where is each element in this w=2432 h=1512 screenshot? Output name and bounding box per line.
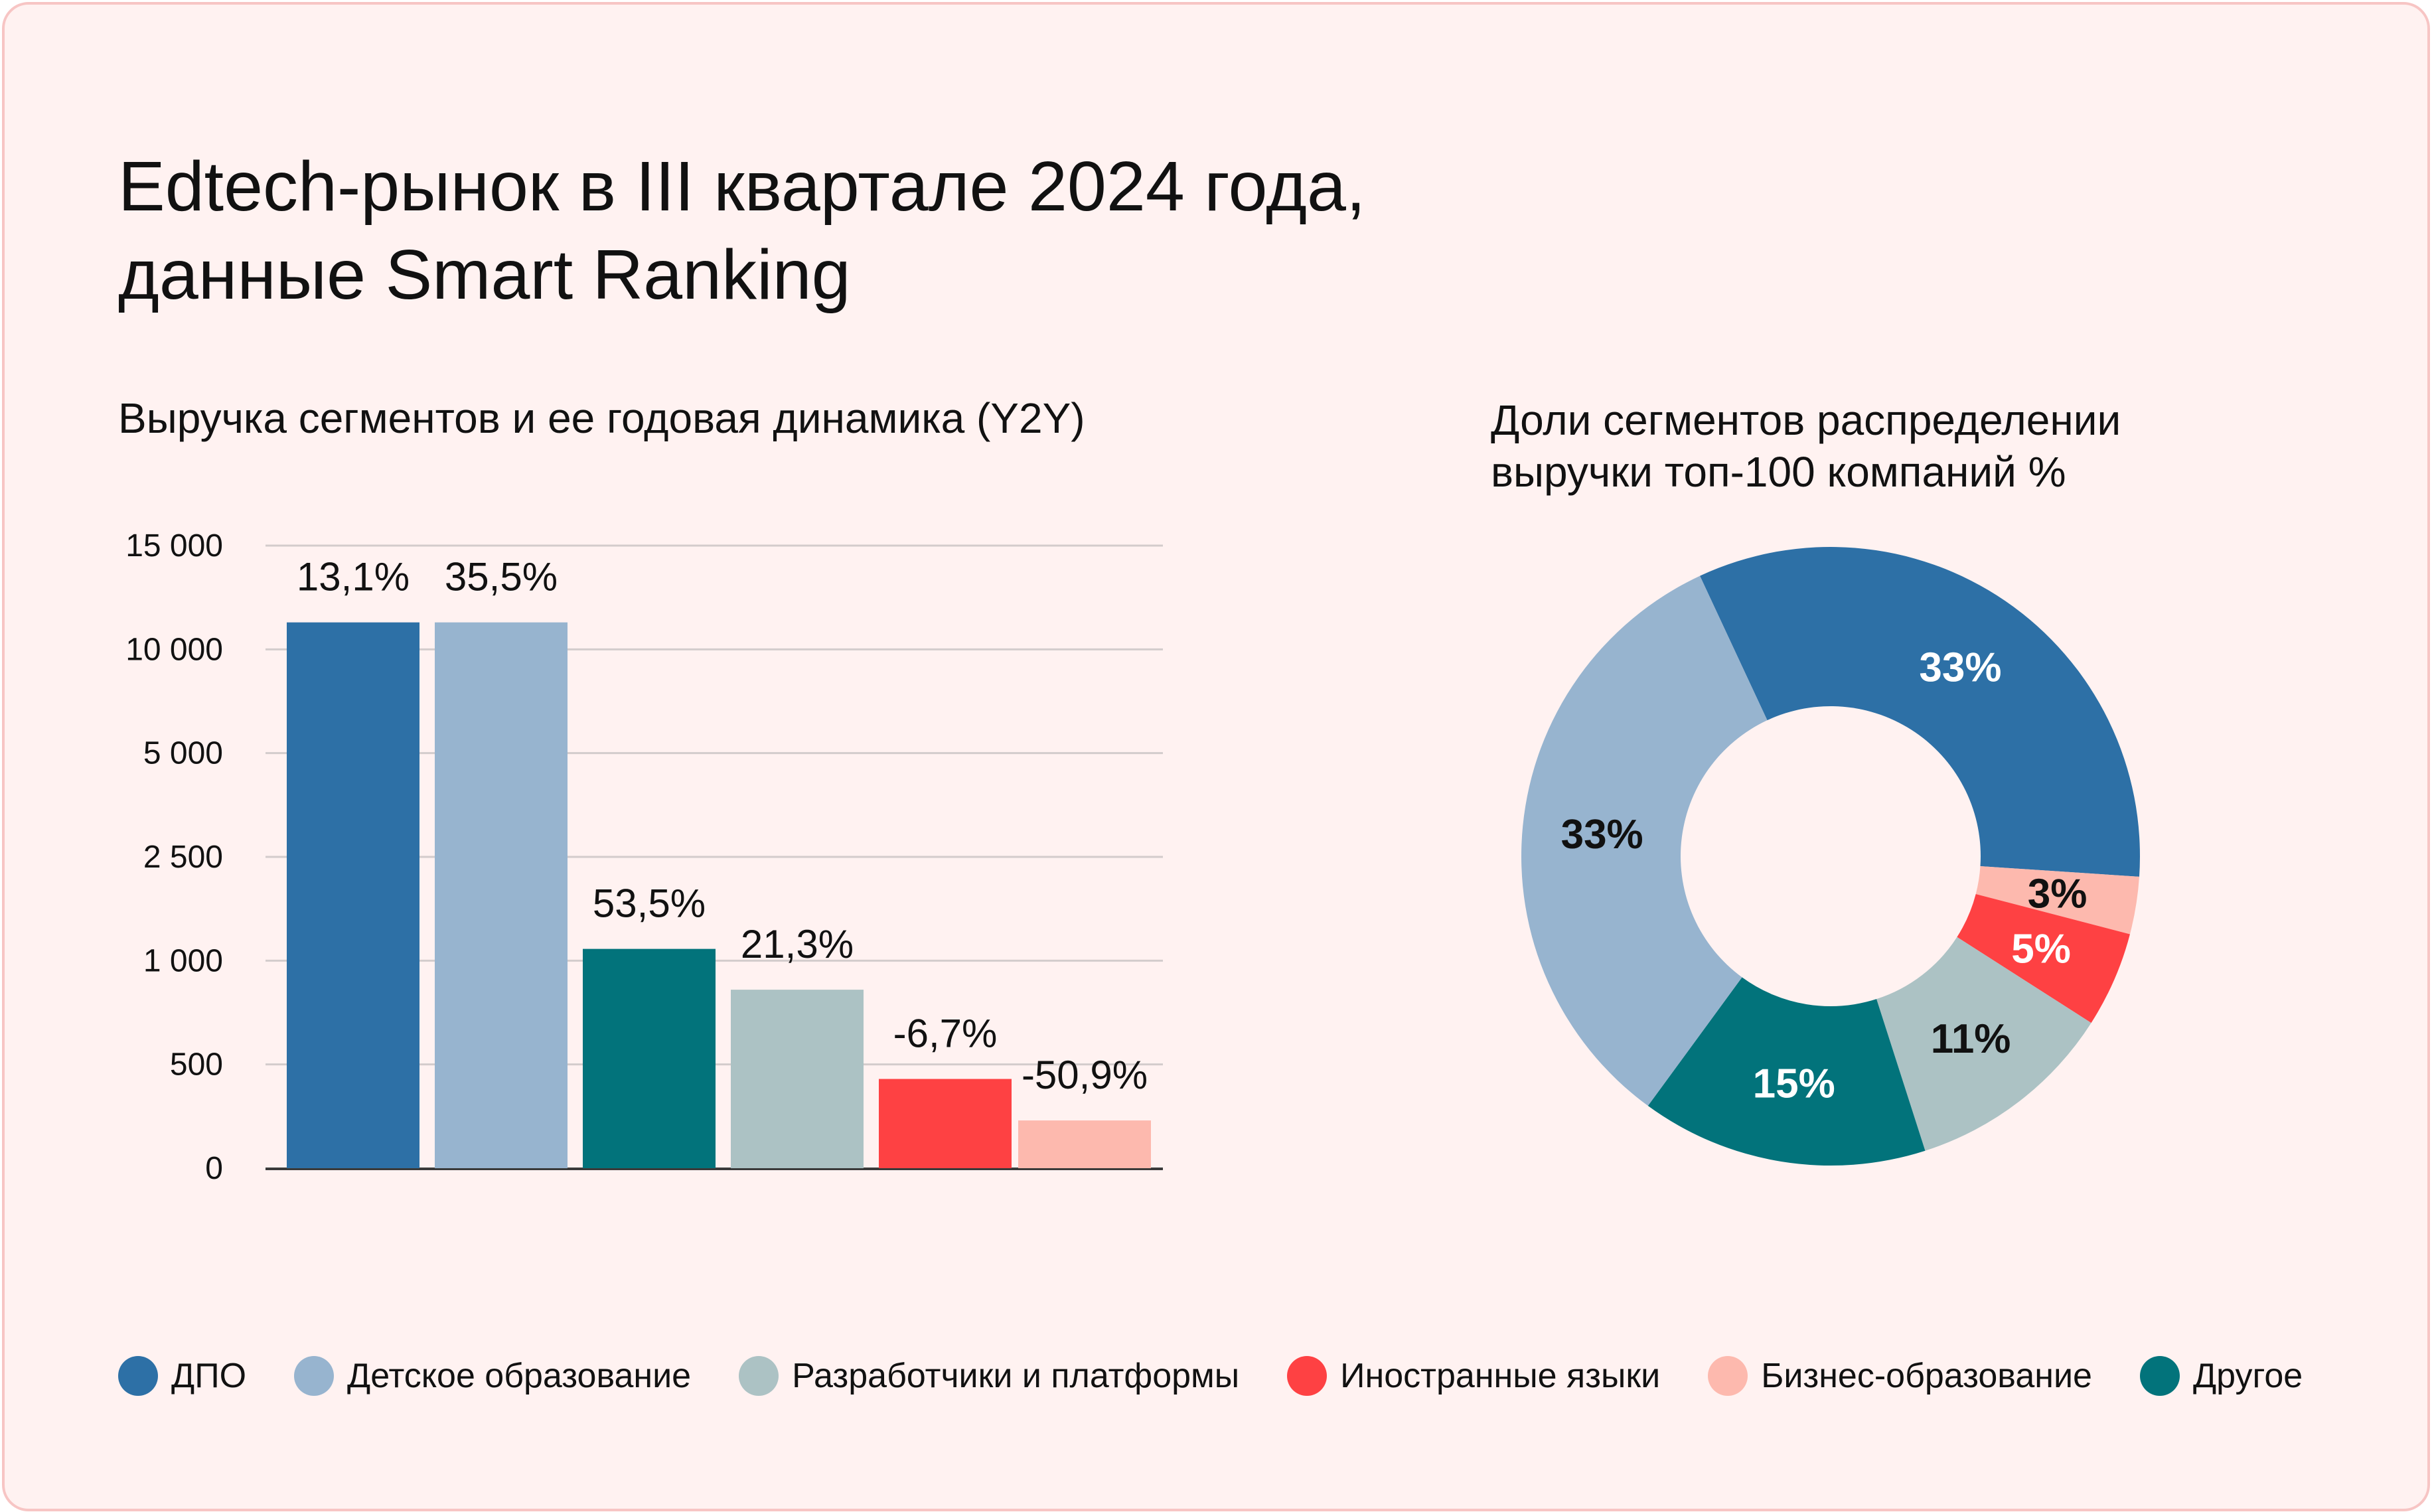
legend-swatch <box>2139 1356 2180 1396</box>
donut-slice <box>1700 547 2141 877</box>
bar <box>287 622 419 1168</box>
donut-slice <box>1647 977 1926 1166</box>
y-tick-label: 1 000 <box>143 943 223 978</box>
bar-chart-title: Выручка сегментов и ее годовая динамика … <box>118 394 1085 442</box>
y-tick-label: 15 000 <box>125 528 223 564</box>
bar <box>435 622 568 1168</box>
page-title-line-2: данные Smart Ranking <box>118 236 851 314</box>
donut-chart-title-line-1: Доли сегментов распределении <box>1491 396 2121 444</box>
donut-data-label: 5% <box>2011 927 2071 972</box>
donut-data-label: 15% <box>1753 1061 1835 1107</box>
donut-data-label: 33% <box>1561 812 1643 858</box>
bar <box>879 1079 1012 1168</box>
donut-data-label: 3% <box>2028 871 2088 917</box>
legend-swatch <box>294 1356 335 1396</box>
bar-chart: 15 000 10 000 5 000 2 500 1 000 500 0 13,1% 35,5… <box>125 528 1163 1186</box>
legend-item: Детское образование <box>294 1353 691 1399</box>
legend-label: Другое <box>2192 1357 2303 1395</box>
legend-item: Иностранные языки <box>1287 1353 1660 1399</box>
legend-label: Разработчики и платформы <box>792 1357 1240 1395</box>
donut-slice <box>1521 575 1768 1106</box>
page-title-line-1: Edtech-рынок в III квартале 2024 года, <box>118 147 1366 226</box>
legend-label: Детское образование <box>347 1357 692 1395</box>
donut-slice <box>1876 937 2091 1151</box>
legend-label: Иностранные языки <box>1340 1357 1661 1395</box>
legend-swatch <box>1287 1356 1328 1396</box>
bar-data-label: 21,3% <box>741 922 854 966</box>
legend-item: Разработчики и платформы <box>739 1353 1239 1399</box>
donut-chart-title-line-2: выручки топ-100 компаний % <box>1491 448 2066 496</box>
y-tick-label: 2 500 <box>143 840 223 875</box>
bar-data-label: 35,5% <box>445 555 558 599</box>
donut-data-label: 33% <box>1919 645 2001 691</box>
bar <box>1018 1120 1151 1168</box>
legend-swatch <box>118 1356 158 1396</box>
bar <box>583 948 716 1168</box>
y-tick-label: 500 <box>170 1047 223 1083</box>
y-tick-label: 5 000 <box>143 736 223 771</box>
y-tick-label: 10 000 <box>125 632 223 667</box>
page-title: Edtech-рынок в III квартале 2024 года, д… <box>118 143 1711 319</box>
bar-data-label: 53,5% <box>593 881 706 926</box>
donut-slice <box>1957 893 2130 1023</box>
donut-chart: 33% 3% 5%11% 15% 33% <box>1521 547 2141 1166</box>
bar-data-label: 13,1% <box>297 555 410 599</box>
bar-data-label: -50,9% <box>1022 1053 1148 1097</box>
donut-chart-title: Доли сегментов распределении выручки топ… <box>1491 394 2287 498</box>
donut-data-label: 11% <box>1931 1016 2011 1062</box>
legend-label: ДПО <box>171 1357 247 1395</box>
legend-swatch <box>739 1356 779 1396</box>
donut-slice <box>1975 866 2139 935</box>
y-tick-label: 0 <box>205 1151 223 1186</box>
legend-swatch <box>1708 1356 1748 1396</box>
legend-label: Бизнес-образование <box>1761 1357 2092 1395</box>
legend-item: Бизнес-образование <box>1708 1353 2092 1399</box>
legend: ДПО Детское образование Разработчики и пла… <box>118 1353 2303 1399</box>
bar-data-label: -6,7% <box>893 1012 998 1056</box>
legend-item: Другое <box>2139 1353 2303 1399</box>
bar <box>731 990 864 1168</box>
legend-item: ДПО <box>118 1353 246 1399</box>
